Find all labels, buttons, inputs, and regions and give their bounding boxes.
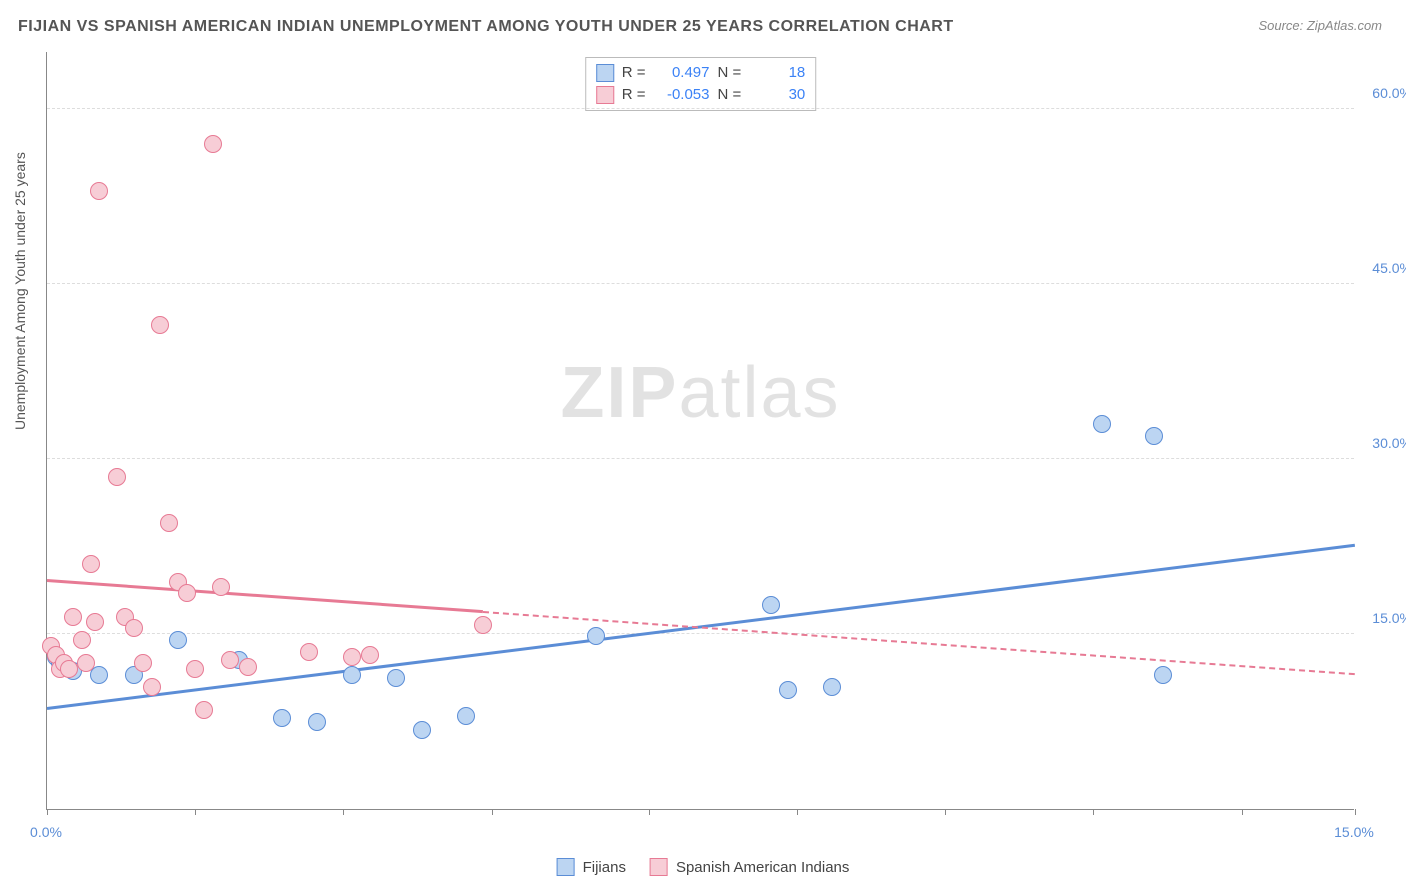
data-point	[90, 182, 108, 200]
stat-n-value: 30	[749, 84, 805, 106]
stats-row: R = -0.053 N = 30	[596, 84, 806, 106]
y-tick-label: 60.0%	[1372, 85, 1406, 101]
legend: Fijians Spanish American Indians	[557, 858, 850, 876]
x-tick	[343, 809, 344, 815]
stat-n-label: N =	[718, 84, 742, 106]
gridline	[47, 108, 1354, 109]
stats-row: R = 0.497 N = 18	[596, 62, 806, 84]
x-tick	[492, 809, 493, 815]
data-point	[77, 654, 95, 672]
data-point	[587, 627, 605, 645]
legend-swatch	[650, 858, 668, 876]
data-point	[361, 646, 379, 664]
data-point	[212, 578, 230, 596]
trend-line	[483, 611, 1355, 675]
y-tick-label: 30.0%	[1372, 435, 1406, 451]
data-point	[73, 631, 91, 649]
data-point	[204, 135, 222, 153]
legend-item: Fijians	[557, 858, 626, 876]
data-point	[1154, 666, 1172, 684]
series-swatch	[596, 64, 614, 82]
data-point	[178, 584, 196, 602]
data-point	[474, 616, 492, 634]
x-tick	[649, 809, 650, 815]
stat-r-label: R =	[622, 84, 646, 106]
stat-n-label: N =	[718, 62, 742, 84]
data-point	[387, 669, 405, 687]
data-point	[343, 666, 361, 684]
data-point	[86, 613, 104, 631]
trend-line	[47, 579, 483, 613]
data-point	[300, 643, 318, 661]
data-point	[1145, 427, 1163, 445]
data-point	[273, 709, 291, 727]
chart-title: FIJIAN VS SPANISH AMERICAN INDIAN UNEMPL…	[18, 18, 954, 36]
legend-label: Fijians	[583, 859, 626, 876]
data-point	[823, 678, 841, 696]
data-point	[1093, 415, 1111, 433]
x-tick	[945, 809, 946, 815]
x-tick	[47, 809, 48, 815]
data-point	[343, 648, 361, 666]
gridline	[47, 458, 1354, 459]
gridline	[47, 283, 1354, 284]
stat-r-value: 0.497	[654, 62, 710, 84]
y-tick-label: 15.0%	[1372, 610, 1406, 626]
x-tick	[1242, 809, 1243, 815]
x-tick-label: 15.0%	[1334, 824, 1374, 840]
x-tick	[1355, 809, 1356, 815]
data-point	[60, 660, 78, 678]
correlation-stats-box: R = 0.497 N = 18 R = -0.053 N = 30	[585, 57, 817, 111]
legend-swatch	[557, 858, 575, 876]
chart-plot-area: ZIPatlas R =0.497N =18R =-0.053N =30 15.…	[46, 52, 1354, 810]
data-point	[457, 707, 475, 725]
data-point	[160, 514, 178, 532]
legend-item: Spanish American Indians	[650, 858, 849, 876]
data-point	[413, 721, 431, 739]
stat-r-label: R =	[622, 62, 646, 84]
data-point	[125, 619, 143, 637]
x-tick	[1093, 809, 1094, 815]
x-tick	[797, 809, 798, 815]
data-point	[195, 701, 213, 719]
data-point	[239, 658, 257, 676]
data-point	[64, 608, 82, 626]
watermark: ZIPatlas	[560, 352, 840, 434]
x-tick-label: 0.0%	[30, 824, 62, 840]
series-swatch	[596, 86, 614, 104]
y-tick-label: 45.0%	[1372, 260, 1406, 276]
source-attribution: Source: ZipAtlas.com	[1258, 18, 1382, 33]
gridline	[47, 633, 1354, 634]
data-point	[762, 596, 780, 614]
stat-r-value: -0.053	[654, 84, 710, 106]
data-point	[134, 654, 152, 672]
y-axis-label: Unemployment Among Youth under 25 years	[12, 152, 28, 430]
data-point	[779, 681, 797, 699]
data-point	[221, 651, 239, 669]
data-point	[108, 468, 126, 486]
data-point	[151, 316, 169, 334]
data-point	[186, 660, 204, 678]
stat-n-value: 18	[749, 62, 805, 84]
data-point	[82, 555, 100, 573]
legend-label: Spanish American Indians	[676, 859, 849, 876]
data-point	[169, 631, 187, 649]
x-tick	[195, 809, 196, 815]
data-point	[308, 713, 326, 731]
data-point	[143, 678, 161, 696]
